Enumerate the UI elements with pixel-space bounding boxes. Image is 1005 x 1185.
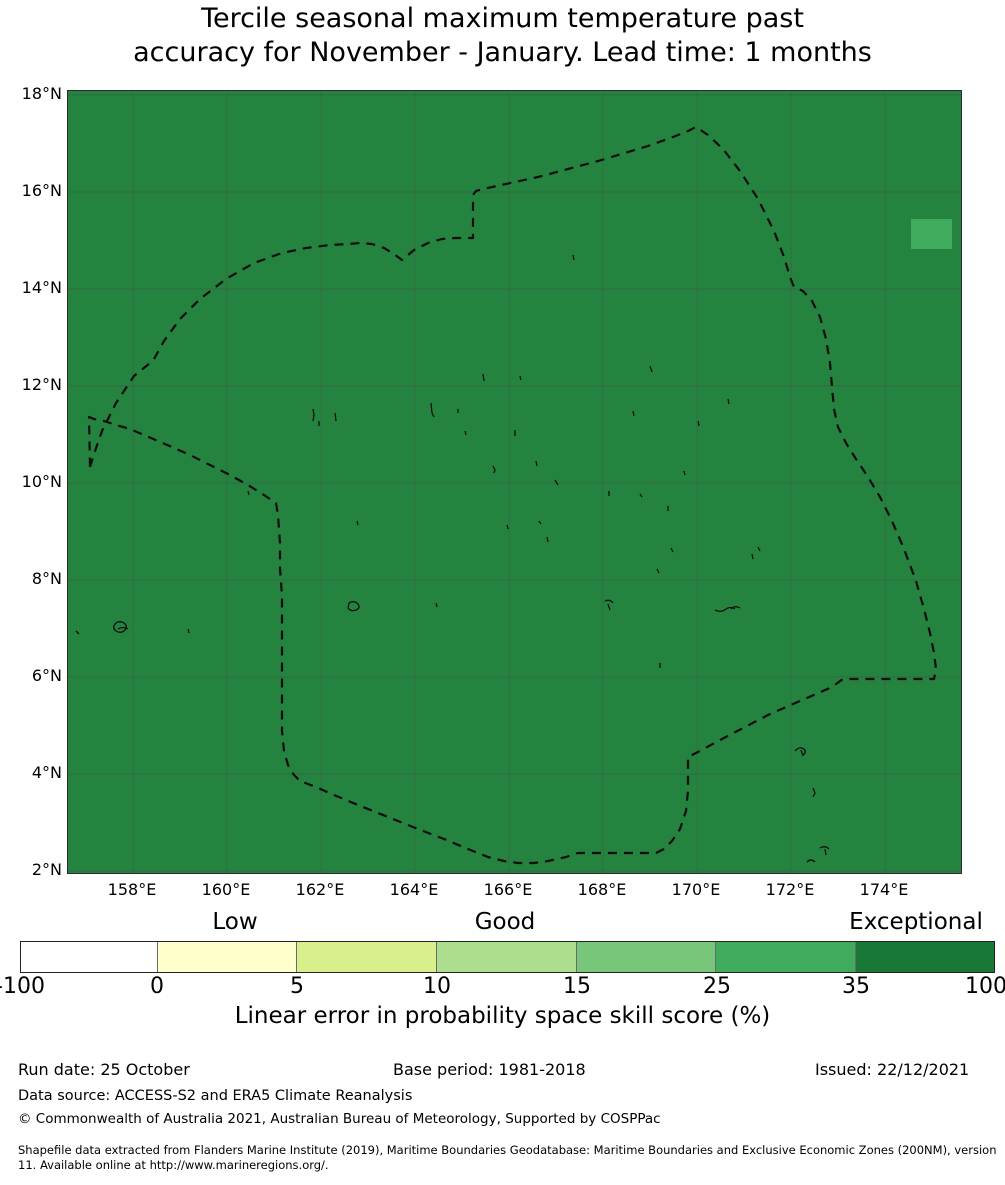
y-tick-2N: 2°N	[31, 860, 62, 879]
y-tick-12N: 12°N	[21, 375, 62, 394]
colorbar-tick-5: 5	[290, 974, 304, 999]
band-label-good: Good	[474, 909, 536, 935]
colorbar-segment-5	[716, 942, 856, 972]
footer-data-source: Data source: ACCESS-S2 and ERA5 Climate …	[18, 1088, 413, 1104]
colorbar-tick-35: 35	[842, 974, 870, 999]
skill-highlight-cell	[911, 219, 952, 249]
band-label-exceptional: Exceptional	[849, 909, 983, 935]
y-tick-4N: 4°N	[31, 763, 62, 782]
footer-issued-date: Issued: 22/12/2021	[815, 1060, 970, 1079]
y-tick-14N: 14°N	[21, 278, 62, 297]
y-tick-8N: 8°N	[31, 569, 62, 588]
colorbar-tick--100: -100	[0, 974, 45, 999]
y-tick-10N: 10°N	[21, 472, 62, 491]
colorbar[interactable]	[20, 941, 995, 973]
footer-copyright: © Commonwealth of Australia 2021, Austra…	[18, 1111, 661, 1127]
x-tick-170E: 170°E	[671, 880, 721, 899]
colorbar-tick-10: 10	[423, 974, 451, 999]
x-tick-160E: 160°E	[201, 880, 251, 899]
footer-shapefile-attribution: Shapefile data extracted from Flanders M…	[18, 1143, 997, 1172]
colorbar-tick-100: 100	[965, 974, 1005, 999]
colorbar-tick-0: 0	[150, 974, 164, 999]
colorbar-axis-label: Linear error in probability space skill …	[234, 1003, 771, 1029]
x-tick-164E: 164°E	[389, 880, 439, 899]
x-axis-tick-labels: 158°E 160°E 162°E 164°E 166°E 168°E 170°…	[67, 882, 962, 904]
map-plot-area[interactable]	[67, 90, 962, 874]
x-tick-174E: 174°E	[859, 880, 909, 899]
footer-run-date: Run date: 25 October	[18, 1060, 190, 1079]
y-axis-tick-labels: 18°N 16°N 14°N 12°N 10°N 8°N 6°N 4°N 2°N	[0, 86, 62, 878]
colorbar-tick-labels: -100 0 5 10 15 25 35 100	[0, 975, 1005, 1001]
colorbar-segment-1	[157, 942, 298, 972]
eez-boundary-line	[87, 125, 938, 865]
y-tick-16N: 16°N	[21, 181, 62, 200]
colorbar-band-labels: Low Good Exceptional	[0, 909, 1005, 937]
x-tick-158E: 158°E	[107, 880, 157, 899]
colorbar-segment-6	[855, 942, 994, 972]
island-coastlines	[75, 254, 830, 863]
grid-lines-vertical	[132, 91, 886, 873]
x-tick-172E: 172°E	[765, 880, 815, 899]
y-tick-18N: 18°N	[21, 84, 62, 103]
x-tick-162E: 162°E	[295, 880, 345, 899]
map-graphics	[68, 91, 961, 873]
colorbar-tick-15: 15	[563, 974, 591, 999]
band-label-low: Low	[212, 909, 258, 935]
colorbar-segment-3	[436, 942, 577, 972]
colorbar-segment-4	[576, 942, 717, 972]
y-tick-6N: 6°N	[31, 666, 62, 685]
x-tick-168E: 168°E	[577, 880, 627, 899]
colorbar-segment-2	[297, 942, 437, 972]
colorbar-tick-25: 25	[703, 974, 731, 999]
footer-base-period: Base period: 1981-2018	[393, 1060, 586, 1079]
page-title: Tercile seasonal maximum temperature pas…	[133, 3, 872, 68]
colorbar-segment-0	[21, 942, 158, 972]
x-tick-166E: 166°E	[483, 880, 533, 899]
grid-lines-horizontal	[68, 94, 961, 872]
